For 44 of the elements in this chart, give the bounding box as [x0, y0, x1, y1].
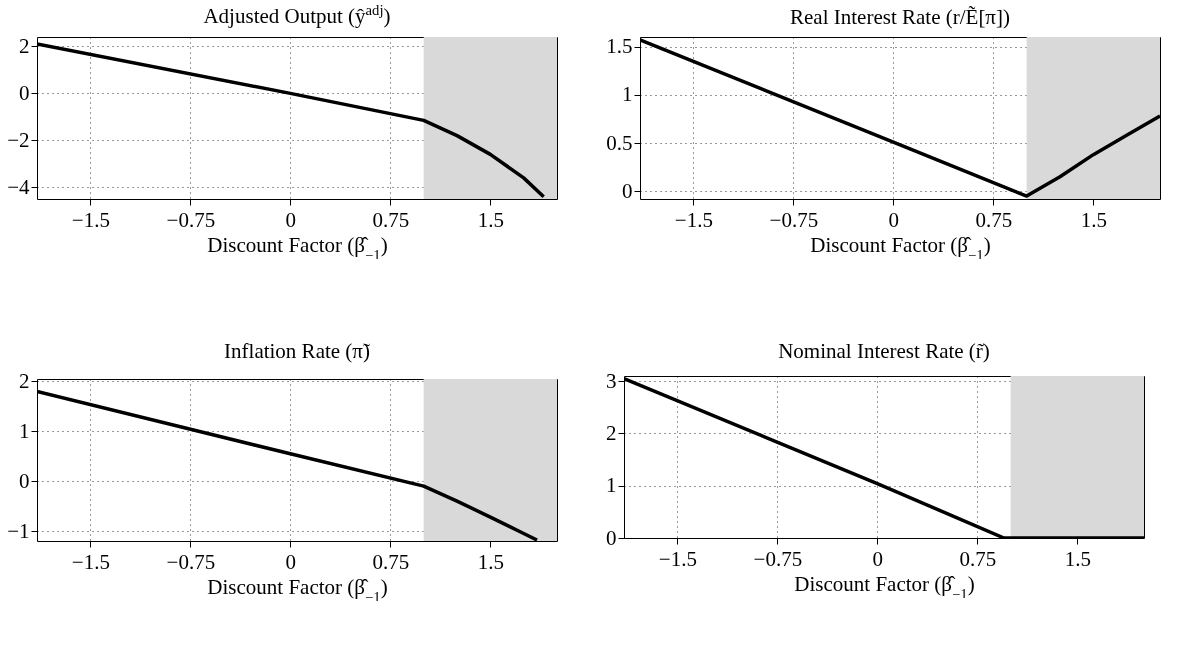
- x-tick-label: −1.5: [658, 546, 697, 571]
- y-tick-label: 0.5: [606, 130, 633, 155]
- x-tick-label: 0: [888, 207, 900, 232]
- y-tick-label: 0: [622, 178, 633, 203]
- y-tick-label: 3: [606, 368, 617, 393]
- chart-title: Inflation Rate (π̃): [224, 339, 370, 364]
- x-axis-title: Discount Factor (β̂$_{−1}$): [810, 232, 991, 263]
- x-tick-label: 0: [285, 207, 297, 232]
- y-tick-label: 0: [19, 80, 30, 105]
- x-tick-label: 1.5: [1064, 546, 1091, 571]
- y-tick-label: 2: [19, 33, 30, 58]
- x-axis-title: Discount Factor (β̂$_{−1}$): [207, 232, 388, 263]
- x-tick-label: −0.75: [769, 207, 819, 232]
- x-tick-label: 1.5: [477, 207, 504, 232]
- x-tick-label: −0.75: [166, 207, 216, 232]
- y-tick-label: 0: [19, 468, 30, 493]
- x-tick-label: 0.75: [372, 549, 410, 574]
- x-tick-label: 0.75: [975, 207, 1013, 232]
- y-tick-label: 1.5: [606, 34, 633, 59]
- x-tick-label: −1.5: [71, 207, 110, 232]
- y-tick-label: 1: [19, 418, 30, 443]
- chart-title: Real Interest Rate (r/Ẽ[π]): [790, 4, 1010, 29]
- chart-title: Adjusted Output (ŷ$^{adj}$): [203, 2, 391, 29]
- x-tick-label: 0.75: [372, 207, 410, 232]
- y-tick-label: −4: [7, 174, 30, 199]
- y-tick-label: 1: [606, 473, 617, 498]
- x-axis-title: Discount Factor (β̂$_{−1}$): [207, 574, 388, 605]
- x-tick-label: −1.5: [674, 207, 713, 232]
- chart-title: Nominal Interest Rate (r̃): [778, 339, 990, 364]
- x-tick-label: 0: [872, 546, 884, 571]
- y-tick-label: 1: [622, 82, 633, 107]
- x-tick-label: −1.5: [71, 549, 110, 574]
- y-tick-label: 2: [19, 368, 30, 393]
- x-tick-label: 0: [285, 549, 297, 574]
- x-tick-label: −0.75: [753, 546, 803, 571]
- y-tick-label: −1: [7, 518, 30, 543]
- x-axis-title: Discount Factor (β̂$_{−1}$): [794, 571, 975, 602]
- x-tick-label: 0.75: [959, 546, 997, 571]
- x-tick-label: 1.5: [1080, 207, 1107, 232]
- x-tick-label: −0.75: [166, 549, 216, 574]
- x-tick-label: 1.5: [477, 549, 504, 574]
- y-tick-label: 0: [606, 525, 617, 550]
- y-tick-label: 2: [606, 420, 617, 445]
- y-tick-label: −2: [7, 127, 30, 152]
